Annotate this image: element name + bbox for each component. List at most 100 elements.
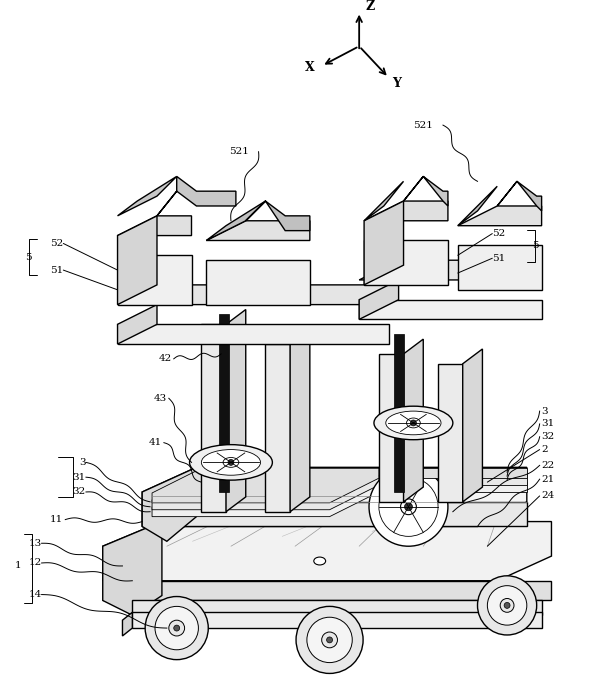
Ellipse shape (174, 625, 179, 631)
Text: Z: Z (365, 0, 374, 13)
Polygon shape (359, 280, 399, 319)
Polygon shape (359, 300, 542, 319)
Text: 51: 51 (492, 254, 505, 263)
Polygon shape (438, 364, 463, 502)
Polygon shape (157, 176, 236, 216)
Polygon shape (152, 469, 379, 503)
Polygon shape (142, 467, 196, 541)
Ellipse shape (190, 445, 272, 480)
Text: 3: 3 (542, 406, 548, 416)
Polygon shape (118, 216, 191, 235)
Polygon shape (364, 201, 404, 285)
Ellipse shape (155, 607, 199, 650)
Polygon shape (132, 612, 542, 628)
Text: 32: 32 (73, 488, 86, 497)
Ellipse shape (314, 557, 326, 565)
Ellipse shape (500, 598, 514, 612)
Polygon shape (290, 329, 310, 512)
Polygon shape (246, 201, 310, 231)
Text: 32: 32 (542, 432, 555, 441)
Polygon shape (142, 467, 527, 527)
Polygon shape (118, 216, 157, 304)
Polygon shape (364, 201, 448, 221)
Polygon shape (123, 612, 132, 636)
Polygon shape (463, 349, 483, 502)
Ellipse shape (307, 617, 352, 663)
Ellipse shape (322, 632, 337, 648)
Polygon shape (379, 482, 527, 492)
Polygon shape (393, 334, 404, 492)
Text: 52: 52 (50, 239, 63, 248)
Polygon shape (379, 469, 527, 478)
Polygon shape (132, 601, 542, 615)
Text: 521: 521 (229, 147, 249, 156)
Text: 51: 51 (50, 265, 63, 274)
Text: 24: 24 (542, 491, 555, 501)
Polygon shape (458, 246, 542, 290)
Ellipse shape (404, 503, 413, 511)
Polygon shape (118, 176, 177, 216)
Text: 14: 14 (28, 590, 42, 599)
Polygon shape (152, 475, 379, 510)
Text: 3: 3 (80, 458, 86, 467)
Ellipse shape (223, 458, 239, 467)
Ellipse shape (410, 420, 416, 426)
Polygon shape (226, 310, 246, 512)
Text: 42: 42 (158, 354, 172, 363)
Polygon shape (118, 285, 389, 304)
Polygon shape (404, 339, 423, 502)
Ellipse shape (401, 499, 416, 514)
Text: 2: 2 (542, 445, 548, 454)
Ellipse shape (327, 637, 332, 643)
Ellipse shape (228, 460, 234, 465)
Text: 5: 5 (25, 253, 32, 262)
Polygon shape (152, 482, 379, 516)
Ellipse shape (379, 477, 438, 536)
Text: 31: 31 (542, 419, 555, 428)
Polygon shape (206, 260, 310, 304)
Ellipse shape (374, 406, 453, 440)
Ellipse shape (386, 411, 441, 435)
Polygon shape (118, 255, 191, 304)
Text: X: X (305, 62, 315, 75)
Polygon shape (364, 241, 448, 285)
Text: 11: 11 (50, 515, 63, 524)
Text: 22: 22 (542, 461, 555, 470)
Polygon shape (379, 354, 404, 502)
Ellipse shape (369, 467, 448, 547)
Text: 31: 31 (73, 473, 86, 482)
Text: 41: 41 (149, 438, 162, 447)
Ellipse shape (202, 449, 261, 475)
Polygon shape (379, 475, 527, 485)
Ellipse shape (504, 603, 510, 608)
Text: 13: 13 (28, 539, 42, 548)
Ellipse shape (169, 620, 185, 636)
Polygon shape (118, 304, 157, 344)
Ellipse shape (407, 418, 420, 428)
Text: 21: 21 (542, 475, 555, 484)
Ellipse shape (487, 586, 527, 625)
Polygon shape (206, 221, 310, 241)
Text: 52: 52 (492, 229, 505, 238)
Polygon shape (206, 201, 266, 241)
Polygon shape (458, 206, 542, 226)
Text: 1: 1 (15, 562, 22, 570)
Polygon shape (103, 522, 162, 615)
Polygon shape (118, 324, 389, 344)
Polygon shape (202, 324, 226, 512)
Polygon shape (359, 260, 542, 280)
Text: 5: 5 (532, 241, 538, 250)
Polygon shape (266, 344, 290, 512)
Text: 43: 43 (154, 394, 167, 403)
Polygon shape (219, 315, 229, 492)
Ellipse shape (145, 596, 208, 659)
Polygon shape (404, 176, 448, 206)
Polygon shape (142, 502, 527, 527)
Polygon shape (497, 181, 542, 211)
Polygon shape (103, 581, 551, 601)
Ellipse shape (478, 576, 536, 635)
Polygon shape (103, 522, 551, 581)
Polygon shape (364, 181, 404, 221)
Polygon shape (458, 186, 497, 226)
Text: 521: 521 (413, 120, 434, 129)
